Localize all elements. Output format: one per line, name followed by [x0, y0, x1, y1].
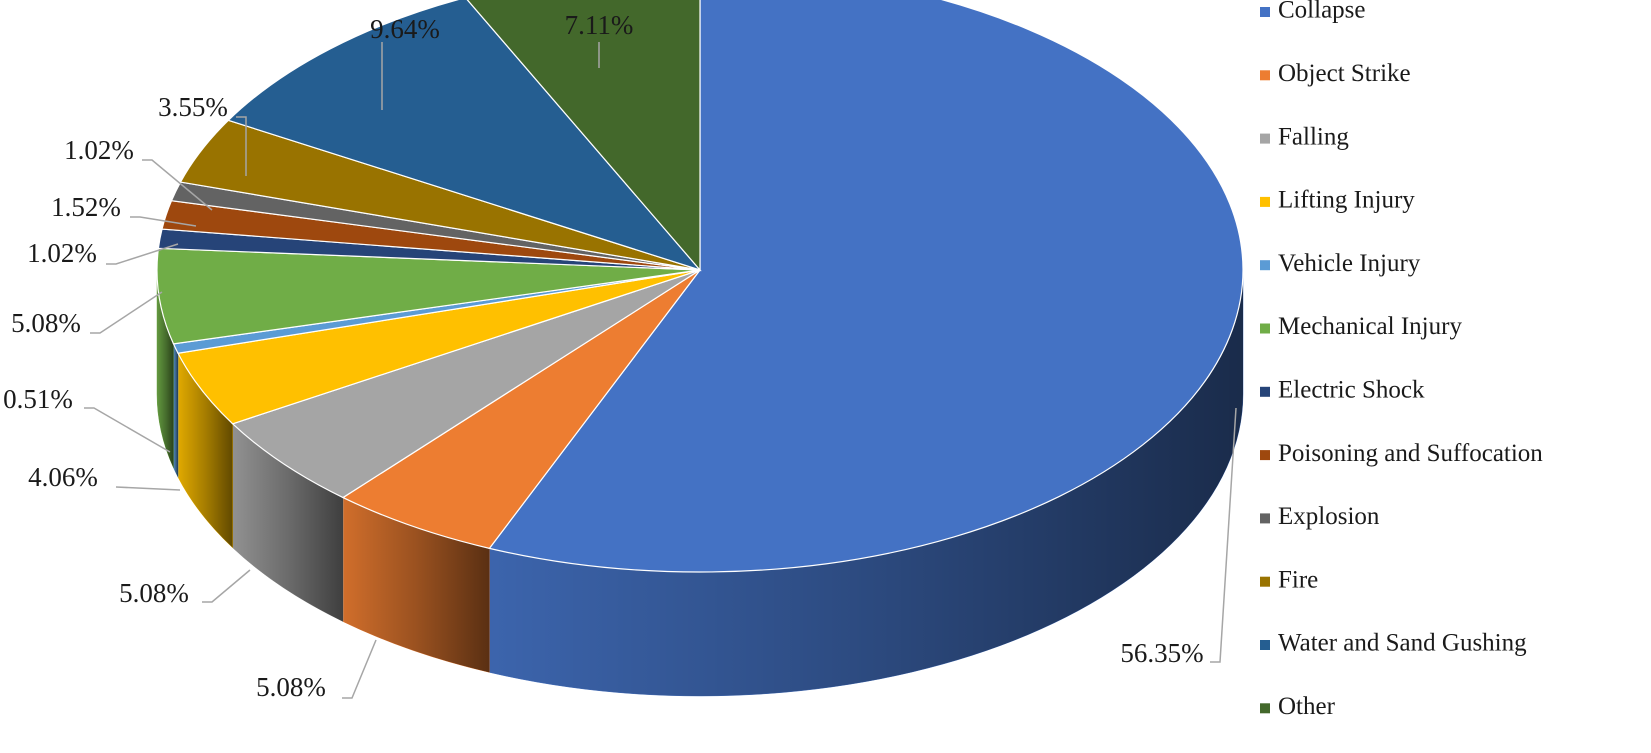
pie-slice-collapse — [488, 0, 1244, 573]
legend-swatch — [1260, 386, 1270, 397]
pie-side-shade-lifting-injury — [178, 353, 233, 548]
legend-label: Object Strike — [1278, 60, 1411, 87]
leader-line-vehicle-injury — [84, 407, 171, 453]
data-label-fire: 3.55% — [158, 92, 228, 122]
legend-item-water-and-sand-gushing: Water and Sand Gushing — [1260, 630, 1527, 657]
pie-side-shade-vehicle-injury — [173, 343, 179, 478]
legend-swatch — [1260, 703, 1270, 714]
legend-label: Other — [1278, 693, 1336, 720]
pie-slice-water-and-sand-gushing — [227, 0, 702, 272]
legend-label: Lifting Injury — [1278, 187, 1415, 214]
data-label-object-strike: 5.08% — [256, 672, 326, 702]
pie-slice-other — [466, 0, 701, 272]
legend-label: Collapse — [1278, 0, 1366, 24]
legend: Collapse Object Strike Falling Lifting Inju… — [1260, 0, 1543, 720]
legend-swatch — [1260, 640, 1270, 650]
pie-side-shade-falling — [232, 423, 344, 622]
legend-label: Explosion — [1278, 503, 1380, 530]
data-label-falling: 5.08% — [119, 578, 189, 608]
data-label-vehicle-injury: 0.51% — [3, 384, 73, 414]
data-label-mechanical-injury: 5.08% — [11, 308, 81, 338]
pie-side-walls — [156, 269, 1244, 697]
legend-label: Mechanical Injury — [1278, 313, 1462, 340]
leader-line-object-strike — [342, 639, 377, 699]
pie-side-shade-object-strike — [343, 497, 490, 673]
legend-item-lifting-injury: Lifting Injury — [1260, 187, 1415, 214]
leader-line-fire — [236, 116, 247, 176]
data-label-lifting-injury: 4.06% — [28, 462, 98, 492]
data-label-collapse: 56.35% — [1120, 638, 1203, 668]
pie-slice-object-strike — [341, 269, 701, 550]
legend-item-fire: Fire — [1260, 566, 1318, 593]
leader-line-lifting-injury — [115, 486, 181, 491]
legend-swatch — [1260, 133, 1270, 144]
legend-swatch — [1260, 513, 1270, 524]
legend-label: Vehicle Injury — [1278, 250, 1421, 277]
data-label-electric-shock: 1.02% — [27, 238, 97, 268]
data-label-explosion: 1.02% — [64, 135, 134, 165]
leader-line-explosion — [142, 159, 213, 211]
legend-swatch — [1260, 196, 1270, 207]
data-label-other: 7.11% — [565, 10, 634, 40]
leader-line-poisoning-and-suffocation — [130, 216, 197, 227]
pie-slices — [156, 0, 1244, 573]
legend-item-vehicle-injury: Vehicle Injury — [1260, 250, 1421, 277]
legend-item-electric-shock: Electric Shock — [1260, 377, 1425, 404]
legend-item-falling: Falling — [1260, 123, 1349, 150]
legend-swatch — [1260, 260, 1270, 271]
legend-label: Water and Sand Gushing — [1278, 630, 1527, 657]
legend-label: Electric Shock — [1278, 377, 1425, 404]
legend-swatch — [1260, 450, 1270, 461]
legend-swatch — [1260, 576, 1270, 587]
legend-swatch — [1260, 323, 1270, 334]
legend-item-collapse: Collapse — [1260, 0, 1366, 24]
leader-line-falling — [202, 569, 251, 603]
legend-item-mechanical-injury: Mechanical Injury — [1260, 313, 1462, 340]
leader-line-electric-shock — [106, 243, 179, 265]
leader-line-mechanical-injury — [90, 291, 163, 334]
legend-item-explosion: Explosion — [1260, 503, 1380, 530]
legend-item-other: Other — [1260, 693, 1336, 720]
legend-label: Fire — [1278, 566, 1318, 593]
pie-side-shade-mechanical-injury — [157, 270, 174, 468]
legend-item-poisoning-and-suffocation: Poisoning and Suffocation — [1260, 440, 1543, 467]
legend-item-object-strike: Object Strike — [1260, 60, 1411, 87]
legend-label: Falling — [1278, 123, 1349, 150]
legend-label: Poisoning and Suffocation — [1278, 440, 1543, 467]
data-labels: 56.35% 5.08% 5.08% 4.06% 0.51% 5.08% 1.02% 1.52… — [3, 10, 1204, 702]
legend-swatch — [1260, 70, 1270, 81]
leader-lines — [84, 42, 1237, 699]
leader-line-collapse — [1210, 407, 1237, 663]
pie-side-shade-collapse — [489, 270, 1243, 696]
pie-slice-falling — [231, 269, 701, 499]
legend-swatch — [1260, 7, 1270, 17]
data-label-water-and-sand-gushing: 9.64% — [370, 14, 440, 44]
data-label-poisoning-and-suffocation: 1.52% — [51, 192, 121, 222]
